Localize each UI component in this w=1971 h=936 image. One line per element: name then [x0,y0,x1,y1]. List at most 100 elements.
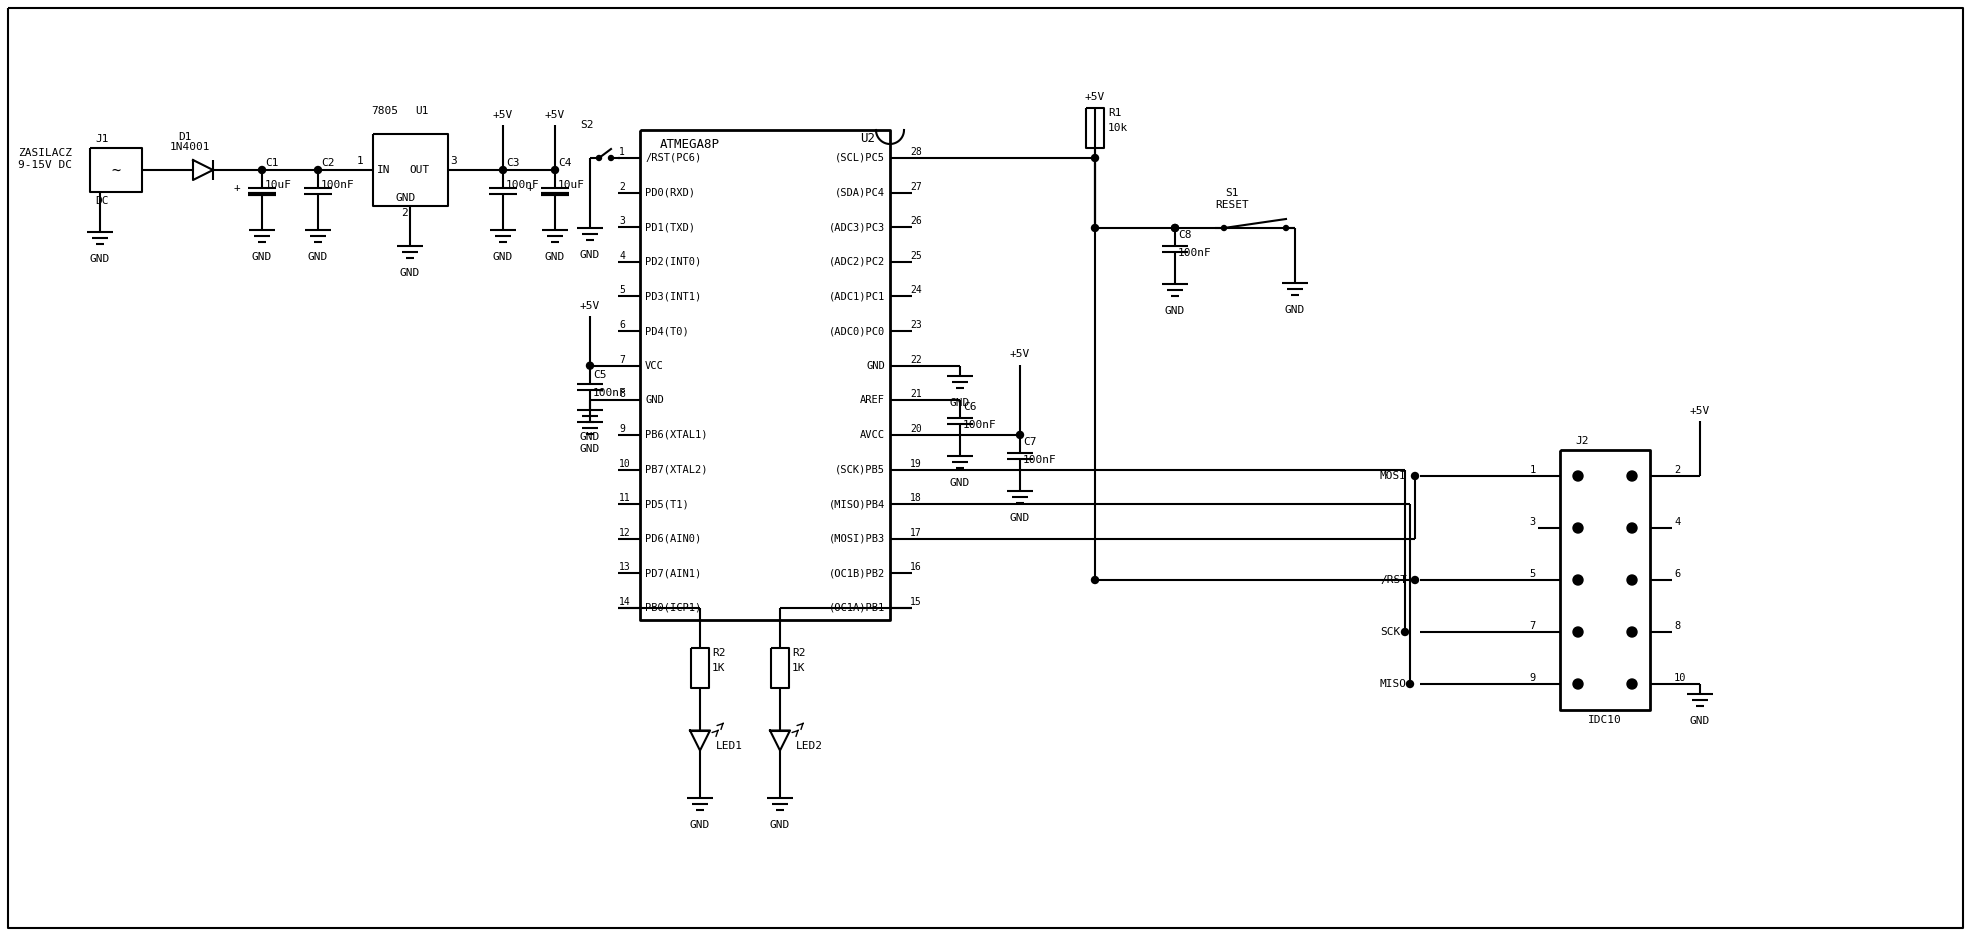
Text: 10uF: 10uF [264,180,292,190]
Text: PD0(RXD): PD0(RXD) [645,187,696,197]
Circle shape [1626,575,1638,585]
Text: GND: GND [865,360,885,371]
Circle shape [1171,225,1179,231]
Text: 7: 7 [619,355,625,365]
Text: GND: GND [950,398,970,408]
Text: 3: 3 [619,216,625,227]
Text: GND: GND [1285,305,1305,315]
Text: 20: 20 [911,424,922,434]
Text: +: + [526,183,534,193]
Text: J2: J2 [1575,436,1589,446]
Text: 25: 25 [911,251,922,261]
Text: 1: 1 [1529,465,1535,475]
Text: 7805: 7805 [371,106,398,116]
Circle shape [1411,473,1419,479]
Text: PD7(AIN1): PD7(AIN1) [645,568,702,578]
Text: PD6(AIN0): PD6(AIN0) [645,534,702,544]
Text: GND: GND [950,478,970,489]
Circle shape [609,155,613,160]
Text: /RST: /RST [1380,575,1407,585]
Text: GND: GND [771,820,790,830]
Text: 6: 6 [1673,569,1679,579]
Text: PD1(TXD): PD1(TXD) [645,222,696,232]
Circle shape [552,167,558,173]
Text: (ADC0)PC0: (ADC0)PC0 [828,326,885,336]
Text: GND: GND [493,252,512,262]
Text: (ADC3)PC3: (ADC3)PC3 [828,222,885,232]
Text: (OC1A)PB1: (OC1A)PB1 [828,603,885,613]
Circle shape [1626,523,1638,533]
Text: MISO: MISO [1380,679,1407,689]
Circle shape [587,362,593,369]
Text: +5V: +5V [1689,406,1711,416]
Text: GND: GND [91,254,110,264]
Text: 100nF: 100nF [507,180,540,190]
Text: 13: 13 [619,563,631,573]
Text: 100nF: 100nF [1179,248,1212,258]
Text: 19: 19 [911,459,922,469]
Text: 10uF: 10uF [558,180,585,190]
Circle shape [1407,680,1413,688]
Text: (OC1B)PB2: (OC1B)PB2 [828,568,885,578]
Text: MOSI: MOSI [1380,471,1407,481]
Circle shape [1401,628,1409,636]
Text: GND: GND [579,432,599,443]
Text: PD4(T0): PD4(T0) [645,326,688,336]
Text: C8: C8 [1179,230,1192,240]
Text: GND: GND [1165,306,1185,316]
Circle shape [1573,627,1583,637]
Text: AREF: AREF [859,395,885,405]
Text: 4: 4 [1673,517,1679,527]
Text: 2: 2 [402,208,408,218]
Text: 16: 16 [911,563,922,573]
Text: PB0(ICP1): PB0(ICP1) [645,603,702,613]
Text: 8: 8 [619,389,625,400]
Circle shape [1222,226,1226,230]
Text: GND: GND [579,444,599,454]
Circle shape [1017,431,1023,438]
Text: GND: GND [579,250,599,260]
Circle shape [1573,575,1583,585]
Text: 9: 9 [1529,673,1535,683]
Text: 24: 24 [911,285,922,296]
Text: VCC: VCC [645,360,664,371]
Text: PD3(INT1): PD3(INT1) [645,291,702,301]
Text: ATMEGA8P: ATMEGA8P [660,138,719,151]
Text: 10k: 10k [1108,123,1127,133]
Circle shape [597,155,601,160]
Text: (SCK)PB5: (SCK)PB5 [836,464,885,475]
Text: LED1: LED1 [715,741,743,751]
Text: 15: 15 [911,597,922,607]
Circle shape [1092,154,1098,162]
Text: LED2: LED2 [796,741,824,751]
Text: C3: C3 [507,158,520,168]
Text: (SDA)PC4: (SDA)PC4 [836,187,885,197]
Text: IDC10: IDC10 [1589,715,1622,725]
Text: 100nF: 100nF [593,388,627,398]
Text: 100nF: 100nF [964,420,997,431]
Text: GND: GND [394,193,416,203]
Text: +5V: +5V [1009,349,1031,358]
Text: GND: GND [252,252,272,262]
Circle shape [1626,627,1638,637]
Text: 28: 28 [911,147,922,157]
Circle shape [1092,225,1098,231]
Text: (ADC2)PC2: (ADC2)PC2 [828,256,885,267]
Text: 8: 8 [1673,621,1679,631]
Text: S2: S2 [579,120,593,130]
Text: 11: 11 [619,493,631,504]
Text: OUT: OUT [410,165,430,175]
Text: GND: GND [645,395,664,405]
Text: 26: 26 [911,216,922,227]
Text: 3: 3 [1529,517,1535,527]
Text: 23: 23 [911,320,922,330]
Text: 18: 18 [911,493,922,504]
Text: +5V: +5V [544,110,566,120]
Text: GND: GND [544,252,566,262]
Text: (ADC1)PC1: (ADC1)PC1 [828,291,885,301]
Text: +5V: +5V [493,110,512,120]
Text: 1: 1 [357,156,363,166]
Circle shape [1573,523,1583,533]
Text: R1: R1 [1108,108,1121,118]
Text: PB6(XTAL1): PB6(XTAL1) [645,430,708,440]
